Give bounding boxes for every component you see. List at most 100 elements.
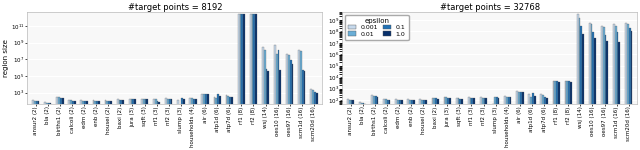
Bar — [274, 45, 276, 150]
Bar — [520, 92, 522, 150]
Bar — [388, 100, 390, 150]
Bar — [516, 91, 518, 150]
Bar — [456, 98, 458, 150]
Bar — [292, 64, 293, 150]
Bar — [171, 99, 172, 150]
Bar — [449, 98, 451, 150]
Bar — [255, 14, 257, 150]
Bar — [556, 81, 558, 150]
Bar — [387, 100, 388, 150]
Bar — [566, 81, 568, 150]
Bar — [229, 96, 231, 150]
Bar — [435, 98, 437, 150]
Bar — [472, 98, 474, 150]
Bar — [145, 99, 147, 150]
Bar — [159, 102, 160, 150]
Bar — [408, 99, 409, 150]
Title: #target points = 8192: #target points = 8192 — [127, 3, 222, 12]
Bar — [280, 70, 282, 150]
Bar — [593, 32, 595, 150]
Bar — [58, 97, 60, 150]
Bar — [630, 31, 632, 150]
Bar — [447, 98, 449, 150]
Bar — [155, 99, 157, 150]
Bar — [147, 99, 148, 150]
Bar — [44, 102, 46, 150]
Bar — [231, 97, 233, 150]
Bar — [177, 100, 179, 150]
Bar — [461, 99, 463, 150]
Bar — [558, 82, 560, 150]
Bar — [122, 100, 124, 150]
Bar — [532, 93, 534, 150]
Bar — [485, 98, 487, 150]
Bar — [433, 98, 435, 150]
Bar — [227, 96, 229, 150]
Bar — [120, 100, 122, 150]
Bar — [552, 81, 554, 150]
Bar — [396, 99, 397, 150]
Bar — [546, 98, 548, 150]
Bar — [468, 97, 470, 150]
Bar — [86, 101, 88, 150]
Bar — [568, 81, 570, 150]
Bar — [494, 97, 496, 150]
Bar — [413, 100, 415, 150]
Bar — [554, 81, 556, 150]
Bar — [217, 94, 219, 150]
Bar — [276, 54, 278, 150]
Bar — [577, 14, 579, 150]
Bar — [373, 96, 375, 150]
Bar — [98, 101, 100, 150]
Bar — [237, 14, 239, 150]
Bar — [94, 100, 96, 150]
Bar — [605, 35, 606, 150]
Bar — [266, 69, 268, 150]
Bar — [613, 24, 615, 150]
Bar — [204, 94, 205, 150]
Bar — [167, 99, 169, 150]
Bar — [300, 51, 302, 150]
Bar — [496, 97, 497, 150]
Bar — [61, 98, 63, 150]
Bar — [239, 14, 241, 150]
Bar — [268, 71, 269, 150]
Bar — [93, 100, 94, 150]
Bar — [241, 14, 243, 150]
Bar — [460, 99, 461, 150]
Bar — [582, 34, 584, 150]
Bar — [243, 14, 245, 150]
Bar — [383, 99, 385, 150]
Bar — [445, 98, 447, 150]
Bar — [492, 103, 494, 150]
Bar — [290, 60, 292, 150]
Bar — [182, 99, 184, 150]
Bar — [288, 55, 290, 150]
Bar — [349, 100, 351, 150]
Bar — [34, 101, 36, 150]
Bar — [303, 71, 305, 150]
Bar — [615, 26, 617, 150]
Y-axis label: region size: region size — [3, 39, 9, 77]
Bar — [48, 103, 50, 150]
Bar — [411, 100, 413, 150]
Bar — [298, 50, 300, 150]
Bar — [617, 32, 618, 150]
Bar — [437, 99, 439, 150]
Bar — [141, 99, 143, 150]
Bar — [580, 26, 582, 150]
Bar — [504, 96, 506, 150]
Bar — [482, 98, 484, 150]
Bar — [497, 98, 499, 150]
Bar — [252, 14, 253, 150]
Bar — [397, 100, 399, 150]
Bar — [108, 101, 110, 150]
Bar — [601, 26, 603, 150]
Bar — [542, 95, 544, 150]
Bar — [316, 93, 317, 150]
Bar — [351, 100, 353, 150]
Bar — [347, 99, 349, 150]
Bar — [508, 97, 509, 150]
Bar — [314, 92, 316, 150]
Bar — [207, 94, 209, 150]
